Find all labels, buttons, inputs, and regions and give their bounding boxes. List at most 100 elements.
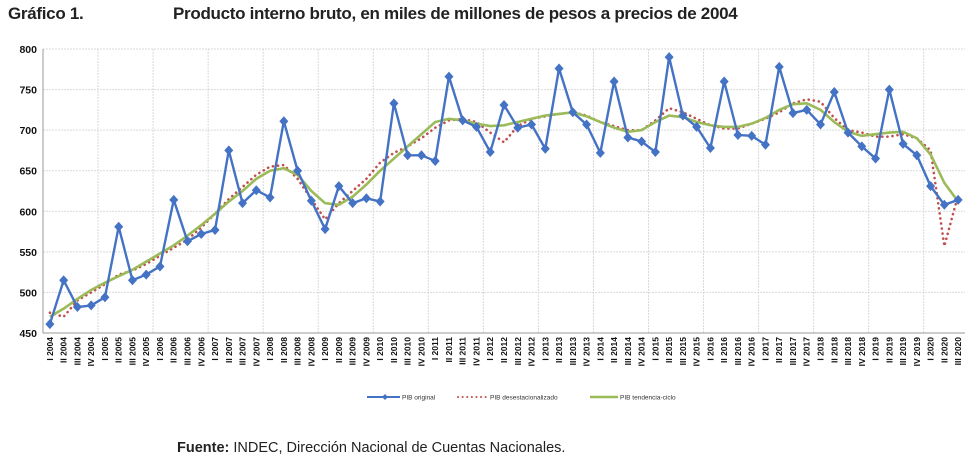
x-tick-label: II 2005 [114, 337, 124, 363]
source-label: Fuente: [177, 440, 230, 456]
series-original-point [650, 147, 660, 158]
series-original-point [499, 99, 509, 110]
series-original-point [114, 221, 124, 232]
x-tick-label: I 2014 [595, 337, 605, 361]
x-tick-label: III 2010 [403, 337, 413, 366]
x-tick-label: III 2007 [238, 337, 248, 366]
x-tick-label: I 2006 [155, 337, 165, 361]
x-tick-label: I 2004 [45, 337, 55, 361]
y-tick-label: 550 [19, 247, 37, 259]
series-original-point [127, 275, 137, 286]
series-original-point [816, 119, 826, 130]
x-tick-label: IV 2012 [527, 337, 537, 367]
series-original-point [306, 195, 316, 206]
series-desestacionalizado-line [48, 97, 960, 319]
series-original-point [86, 300, 96, 311]
series-original-point [926, 181, 936, 192]
series-original-point [238, 198, 248, 209]
x-tick-label: III 2004 [72, 337, 82, 366]
series-original-point [912, 150, 922, 161]
series-original-point [403, 150, 413, 161]
series-original-point [719, 76, 729, 87]
x-tick-label: I 2007 [210, 337, 220, 361]
x-tick-label: II 2010 [389, 337, 399, 363]
x-tick-label: IV 2004 [86, 337, 96, 367]
series-original-point [224, 145, 234, 156]
x-tick-label: I 2012 [485, 337, 495, 361]
series-original-point [871, 153, 881, 164]
x-tick-label: IV 2013 [582, 337, 592, 367]
y-tick-label: 750 [19, 85, 37, 97]
x-tick-label: IV 2007 [251, 337, 261, 367]
x-tick-label: III 2011 [458, 337, 468, 365]
series-original-point [540, 143, 550, 154]
x-tick-label: IV 2019 [912, 337, 922, 367]
series-original-point [678, 110, 688, 121]
y-tick-label: 800 [19, 44, 37, 56]
y-tick-label: 450 [19, 328, 37, 340]
legend-desestacionalizado-label: PIB desestacionalizado [490, 395, 558, 402]
x-tick-label: I 2008 [265, 337, 275, 361]
series-tendencia-ciclo-line [49, 102, 960, 318]
series-original-point [375, 196, 385, 207]
series-original-point [444, 71, 454, 82]
legend-original-marker [382, 394, 388, 400]
x-tick-label: III 2013 [568, 337, 578, 366]
y-tick-label: 600 [19, 206, 37, 218]
series-original-point [320, 224, 330, 235]
series-original-point [279, 116, 289, 127]
series-original-point [788, 108, 798, 119]
legend-original-label: PIB original [402, 395, 436, 402]
x-tick-label: II 2016 [719, 337, 729, 363]
x-tick-label: I 2018 [816, 337, 826, 361]
series-original-point [361, 193, 371, 204]
x-tick-label: II 2015 [664, 337, 674, 363]
x-tick-label: II 2018 [829, 337, 839, 363]
series-original-point [595, 147, 605, 158]
y-tick-label: 700 [19, 125, 37, 137]
series-original-point [513, 122, 523, 133]
x-tick-label: I 2011 [430, 337, 440, 360]
legend-tendencia-ciclo-label: PIB tendencia-ciclo [620, 395, 676, 402]
series-original-point [169, 194, 179, 205]
series-original-point [582, 119, 592, 130]
series-original-point [182, 236, 192, 247]
series-original-point [664, 52, 674, 63]
x-tick-label: IV 2011 [471, 337, 481, 366]
series-original-line [48, 56, 959, 325]
series-original-point [774, 61, 784, 72]
series-original-point [210, 224, 220, 235]
series-original-point [416, 150, 426, 161]
series-original-point [898, 138, 908, 149]
series-original-point [829, 87, 839, 98]
series-original-point [760, 139, 770, 150]
x-tick-label: I 2016 [705, 337, 715, 361]
x-tick-label: II 2008 [279, 337, 289, 363]
series-original-point [939, 199, 949, 210]
series-original-point [100, 292, 110, 303]
series-original-point [843, 127, 853, 138]
x-tick-label: I 2009 [320, 337, 330, 361]
x-tick-label: I 2020 [926, 337, 936, 361]
series-original-point [637, 136, 647, 147]
series-original-point [389, 98, 399, 109]
series-original-point [348, 198, 358, 209]
x-tick-label: III 2012 [513, 337, 523, 366]
x-tick-label: III 2009 [348, 337, 358, 366]
series-original-point [692, 121, 702, 132]
x-tick-label: II 2019 [884, 337, 894, 363]
series-original-point [141, 269, 151, 280]
x-tick-label: III 2005 [127, 337, 137, 366]
series-original-point [609, 76, 619, 87]
x-tick-label: I 2013 [540, 337, 550, 361]
x-tick-label: IV 2010 [416, 337, 426, 367]
series-original-point [485, 147, 495, 158]
series-original-point [471, 121, 481, 132]
x-tick-label: III 2018 [843, 337, 853, 366]
chart-title: Producto interno bruto, en miles de mill… [173, 4, 738, 23]
x-tick-label: I 2019 [871, 337, 881, 361]
series-original-point [45, 319, 55, 330]
series-original-point [623, 132, 633, 143]
x-tick-label: II 2020 [939, 337, 949, 363]
